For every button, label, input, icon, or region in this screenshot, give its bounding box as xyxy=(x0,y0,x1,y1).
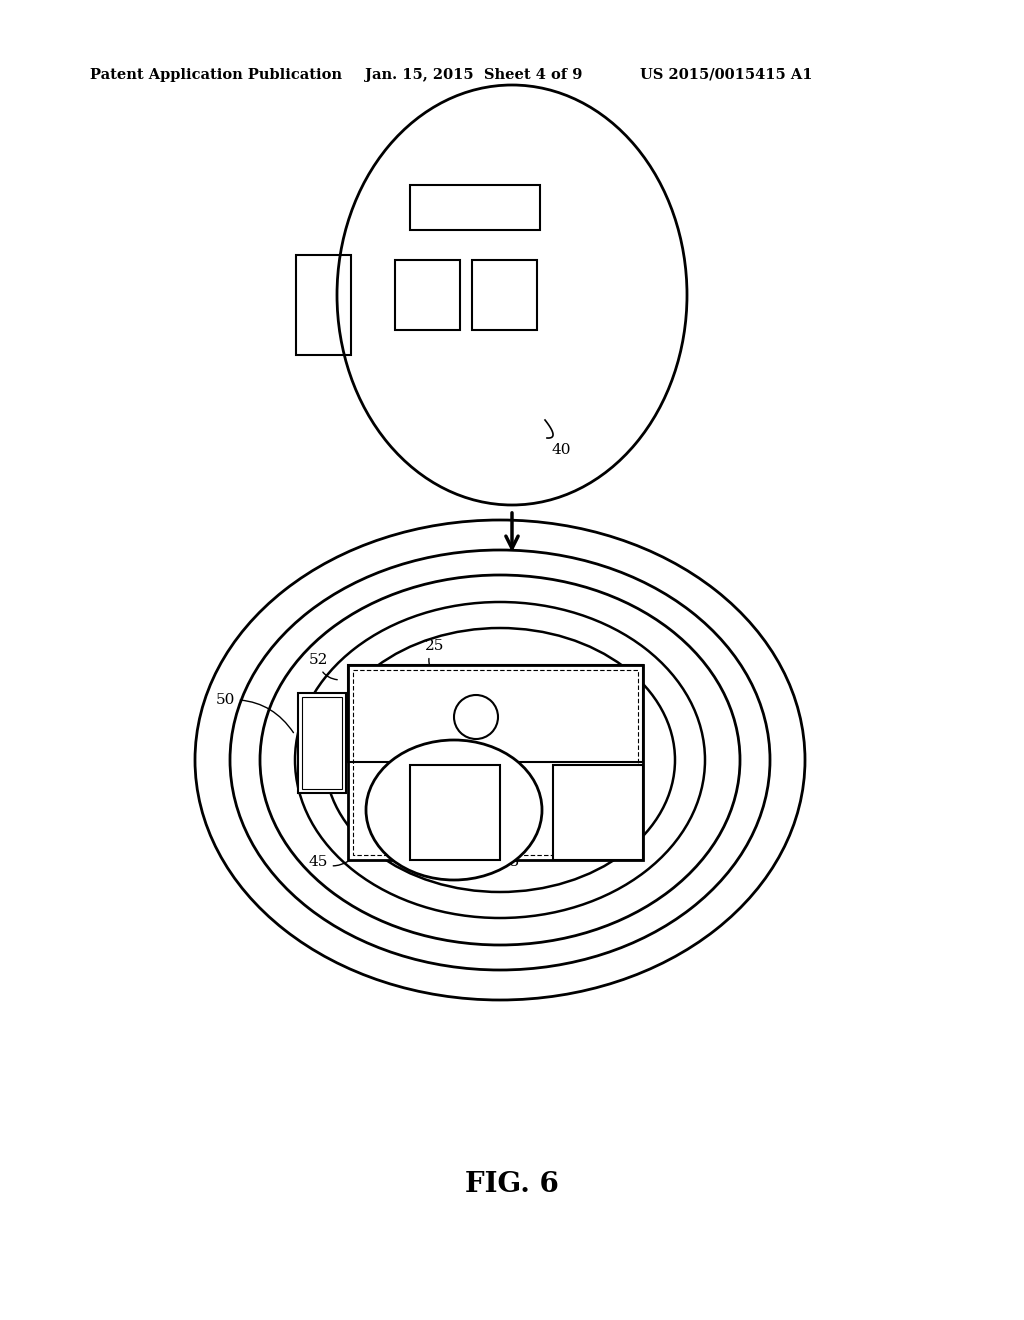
Text: Jan. 15, 2015  Sheet 4 of 9: Jan. 15, 2015 Sheet 4 of 9 xyxy=(365,69,583,82)
Text: 55: 55 xyxy=(501,855,538,869)
Ellipse shape xyxy=(337,84,687,506)
Text: 10: 10 xyxy=(451,688,473,714)
Text: 25: 25 xyxy=(425,639,444,664)
Text: 50: 50 xyxy=(215,693,294,733)
Bar xyxy=(296,255,351,355)
Bar xyxy=(395,260,460,330)
Ellipse shape xyxy=(230,550,770,970)
Text: 52: 52 xyxy=(308,653,337,680)
Bar xyxy=(553,766,643,861)
Bar xyxy=(348,665,643,762)
Ellipse shape xyxy=(366,741,542,880)
Text: US 2015/0015415 A1: US 2015/0015415 A1 xyxy=(640,69,812,82)
Bar xyxy=(353,671,638,855)
Ellipse shape xyxy=(295,602,705,917)
Bar xyxy=(348,665,643,861)
Text: 45: 45 xyxy=(308,855,348,869)
Text: 40: 40 xyxy=(552,444,571,457)
Bar xyxy=(302,697,342,789)
Ellipse shape xyxy=(260,576,740,945)
Text: 35: 35 xyxy=(425,842,452,867)
Ellipse shape xyxy=(195,520,805,1001)
Ellipse shape xyxy=(325,628,675,892)
Text: FIG. 6: FIG. 6 xyxy=(465,1172,559,1199)
Bar xyxy=(298,693,346,793)
Bar xyxy=(410,766,500,861)
Bar xyxy=(472,260,537,330)
Text: Patent Application Publication: Patent Application Publication xyxy=(90,69,342,82)
Bar xyxy=(410,185,540,230)
Circle shape xyxy=(454,696,498,739)
